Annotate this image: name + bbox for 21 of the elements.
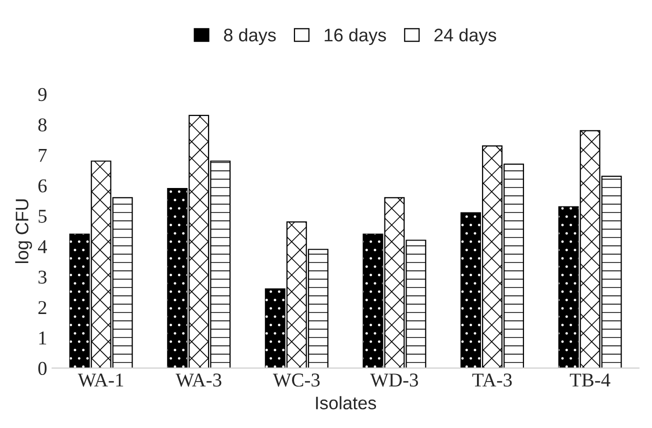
y-axis-title: log CFU [15, 199, 32, 264]
y-tick-label: 8 [38, 118, 47, 132]
y-tick-label: 4 [38, 240, 47, 254]
x-tick-label: TA-3 [472, 374, 512, 387]
x-tick-label: WA-3 [176, 374, 222, 387]
y-tick-label: 2 [38, 301, 46, 314]
x-tick-label: WA-1 [78, 374, 124, 387]
y-tick-label: 6 [38, 179, 47, 192]
x-axis-title: Isolates [316, 396, 376, 410]
x-tick-label: WD-3 [370, 374, 418, 387]
y-tick-label: 0 [38, 362, 47, 376]
y-tick-label: 7 [38, 149, 47, 162]
legend-label: 8 days [224, 28, 276, 46]
y-tick-label: 5 [38, 210, 47, 223]
y-tick-label: 3 [38, 270, 47, 284]
x-tick-label: WC-3 [272, 374, 320, 387]
y-tick-label: 1 [39, 332, 46, 344]
x-tick-label: TB-4 [570, 374, 610, 386]
legend-label: 16 days [324, 28, 386, 46]
y-tick-label: 9 [38, 88, 47, 102]
legend-label: 24 days [434, 28, 496, 46]
